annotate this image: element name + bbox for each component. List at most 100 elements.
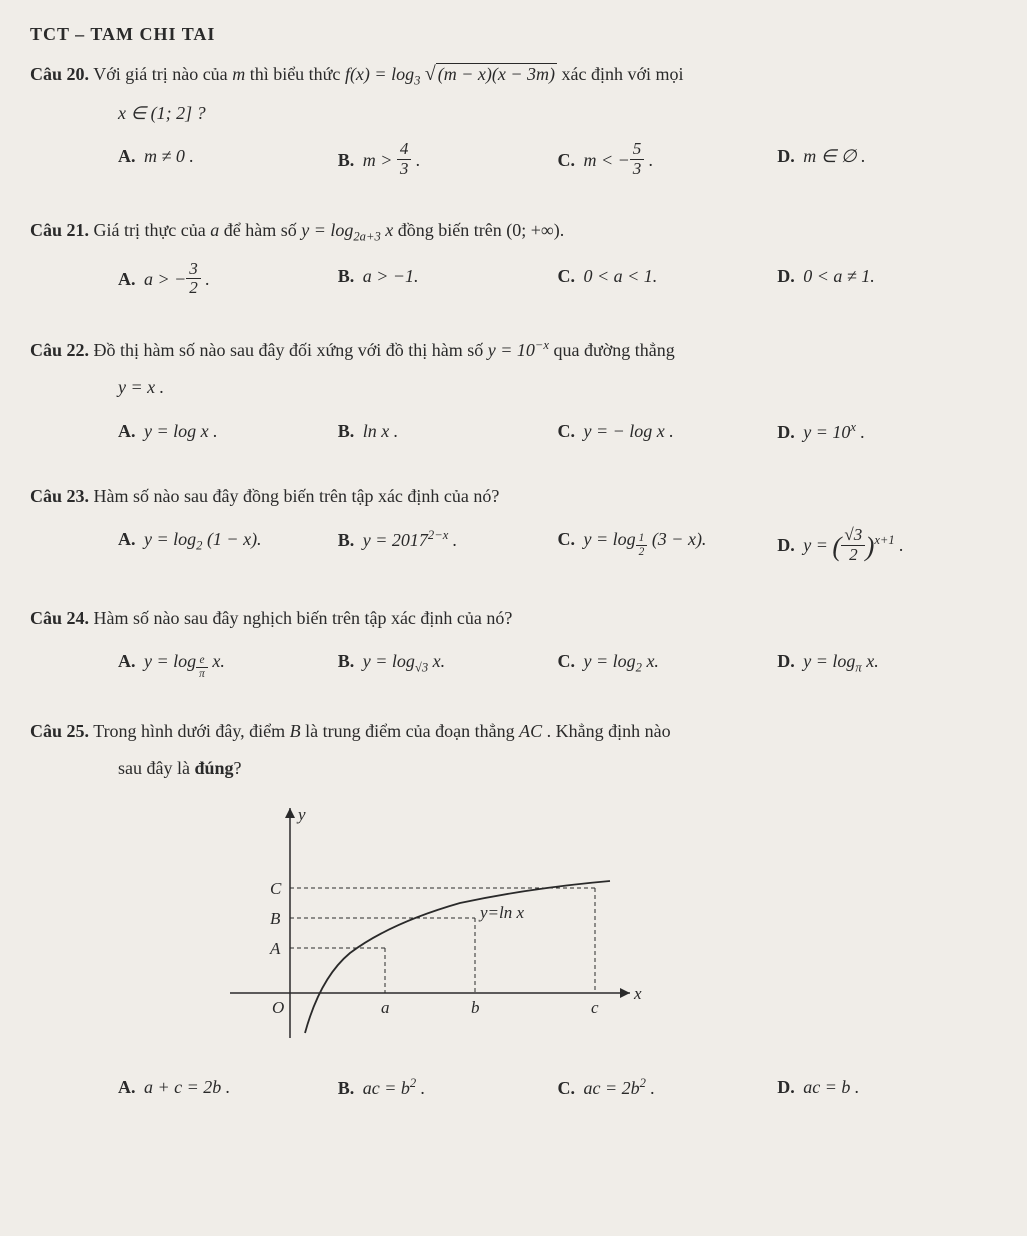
q20-opt-c: C. m < −53 . — [558, 142, 778, 181]
q25-label: Câu 25. — [30, 721, 89, 741]
header-cutoff: TCT – TAM CHI TAI — [30, 20, 997, 49]
q22-continue: y = x . — [118, 373, 997, 402]
q23-d-pre: y = — [803, 535, 832, 555]
q21-d-text: 0 < a ≠ 1. — [803, 266, 875, 286]
q21-func-y: y = log — [301, 220, 353, 240]
q22-exp: −x — [535, 338, 549, 352]
question-20: Câu 20. Với giá trị nào của m thì biểu t… — [30, 59, 997, 181]
q23-c-bden: 2 — [636, 546, 648, 558]
q21-a-den: 2 — [186, 279, 201, 298]
q20-d-text: m ∈ ∅ . — [803, 146, 865, 166]
q24-opt-d: D. y = logπ x. — [777, 647, 997, 682]
q24-b-pre: y = log — [363, 651, 415, 671]
q20-text-after: xác định với mọi — [557, 64, 684, 84]
q23-b-pre: y = 2017 — [363, 530, 428, 550]
q24-a-bnum: e — [196, 654, 208, 667]
q21-base: 2a+3 — [353, 230, 380, 244]
q21-a-post: . — [201, 269, 210, 289]
q21-opt-d: D. 0 < a ≠ 1. — [777, 262, 997, 301]
q24-c-arg: x. — [642, 651, 659, 671]
q20-sqrt: √(m − x)(x − 3m) — [425, 59, 557, 91]
q22-text-after: qua đường thẳng — [549, 340, 675, 360]
q24-opt-a: A. y = logeπ x. — [118, 647, 338, 682]
q23-label: Câu 23. — [30, 486, 89, 506]
q20-text-before: Với giá trị nào của — [93, 64, 232, 84]
svg-text:c: c — [591, 998, 599, 1017]
q23-b-post: . — [448, 530, 457, 550]
q23-opt-c: C. y = log12 (3 − x). — [558, 525, 778, 568]
q25-text-after: . Khẳng định nào — [542, 721, 670, 741]
q20-b-den: 3 — [397, 160, 412, 179]
q21-func-x: x — [381, 220, 394, 240]
q25-text: Trong hình dưới đây, điểm B là trung điể… — [93, 721, 670, 741]
q21-a-pre: a > − — [144, 269, 186, 289]
svg-text:O: O — [272, 998, 284, 1017]
q23-opt-d: D. y = (√32)x+1 . — [777, 525, 997, 568]
q25-b-post: . — [416, 1078, 425, 1098]
q20-continue: x ∈ (1; 2] ? — [118, 99, 997, 128]
q21-text-after: đồng biến trên (0; +∞). — [393, 220, 564, 240]
q23-text: Hàm số nào sau đây đồng biến trên tập xá… — [94, 486, 500, 506]
q25-c-pre: ac = 2b — [584, 1078, 640, 1098]
q25-chart: yxOABCabcy=ln x — [210, 793, 997, 1053]
q22-opt-c: C. y = − log x . — [558, 417, 778, 447]
q20-a-text: m ≠ 0 . — [144, 146, 194, 166]
q22-opt-d: D. y = 10x . — [777, 417, 997, 447]
q22-text: Đồ thị hàm số nào sau đây đối xứng với đ… — [94, 340, 675, 360]
q22-d-post: . — [856, 422, 865, 442]
q23-a-pre: y = log — [144, 529, 196, 549]
q20-var-m: m — [232, 64, 245, 84]
q23-b-exp: 2−x — [428, 528, 448, 542]
q25-var-ac: AC — [519, 721, 542, 741]
q20-c-num: 5 — [630, 140, 645, 160]
svg-text:B: B — [270, 909, 281, 928]
q20-options: A. m ≠ 0 . B. m > 43 . C. m < −53 . D. m… — [118, 142, 997, 181]
q24-a-bden: π — [196, 668, 208, 680]
q25-opt-b: B. ac = b2 . — [338, 1073, 558, 1103]
q23-opt-a: A. y = log2 (1 − x). — [118, 525, 338, 568]
q24-label: Câu 24. — [30, 608, 89, 628]
q21-opt-c: C. 0 < a < 1. — [558, 262, 778, 301]
svg-text:C: C — [270, 879, 282, 898]
q22-func: y = 10 — [488, 340, 535, 360]
q23-c-pre: y = log — [584, 529, 636, 549]
q24-a-pre: y = log — [144, 651, 196, 671]
q20-log-base: 3 — [414, 73, 420, 87]
q22-b-text: ln x . — [363, 421, 399, 441]
q25-var-b: B — [290, 721, 301, 741]
q24-options: A. y = logeπ x. B. y = log√3 x. C. y = l… — [118, 647, 997, 682]
question-21: Câu 21. Giá trị thực của a để hàm số y =… — [30, 216, 997, 300]
q22-options: A. y = log x . B. ln x . C. y = − log x … — [118, 417, 997, 447]
q20-func-lhs: f(x) = log — [345, 64, 414, 84]
q21-text: Giá trị thực của a để hàm số y = log2a+3… — [94, 220, 565, 240]
q24-opt-c: C. y = log2 x. — [558, 647, 778, 682]
q24-opt-b: B. y = log√3 x. — [338, 647, 558, 682]
q21-label: Câu 21. — [30, 220, 89, 240]
q20-b-post: . — [411, 150, 420, 170]
svg-text:y: y — [296, 805, 306, 824]
q21-opt-b: B. a > −1. — [338, 262, 558, 301]
q24-c-pre: y = log — [584, 651, 636, 671]
q20-label: Câu 20. — [30, 64, 89, 84]
q21-options: A. a > −32 . B. a > −1. C. 0 < a < 1. D.… — [118, 262, 997, 301]
q25-a-text: a + c = 2b . — [144, 1077, 230, 1097]
q25-cont-bold: đúng — [194, 758, 233, 778]
q20-c-pre: m < − — [584, 150, 630, 170]
question-22: Câu 22. Đồ thị hàm số nào sau đây đối xứ… — [30, 335, 997, 446]
q20-b-num: 4 — [397, 140, 412, 160]
svg-text:a: a — [381, 998, 390, 1017]
q25-opt-a: A. a + c = 2b . — [118, 1073, 338, 1103]
question-25: Câu 25. Trong hình dưới đây, điểm B là t… — [30, 717, 997, 1102]
q20-c-den: 3 — [630, 160, 645, 179]
svg-text:x: x — [633, 984, 642, 1003]
q20-opt-b: B. m > 43 . — [338, 142, 558, 181]
q25-text-before: Trong hình dưới đây, điểm — [93, 721, 289, 741]
q23-d-den: 2 — [841, 546, 865, 565]
q20-text: Với giá trị nào của m thì biểu thức f(x)… — [93, 64, 683, 84]
question-24: Câu 24. Hàm số nào sau đây nghịch biến t… — [30, 604, 997, 682]
q20-sqrt-arg: (m − x)(x − 3m) — [436, 63, 557, 84]
question-23: Câu 23. Hàm số nào sau đây đồng biến trê… — [30, 482, 997, 569]
q22-d-pre: y = 10 — [803, 422, 850, 442]
q20-opt-a: A. m ≠ 0 . — [118, 142, 338, 181]
q20-text-mid: thì biểu thức — [245, 64, 345, 84]
